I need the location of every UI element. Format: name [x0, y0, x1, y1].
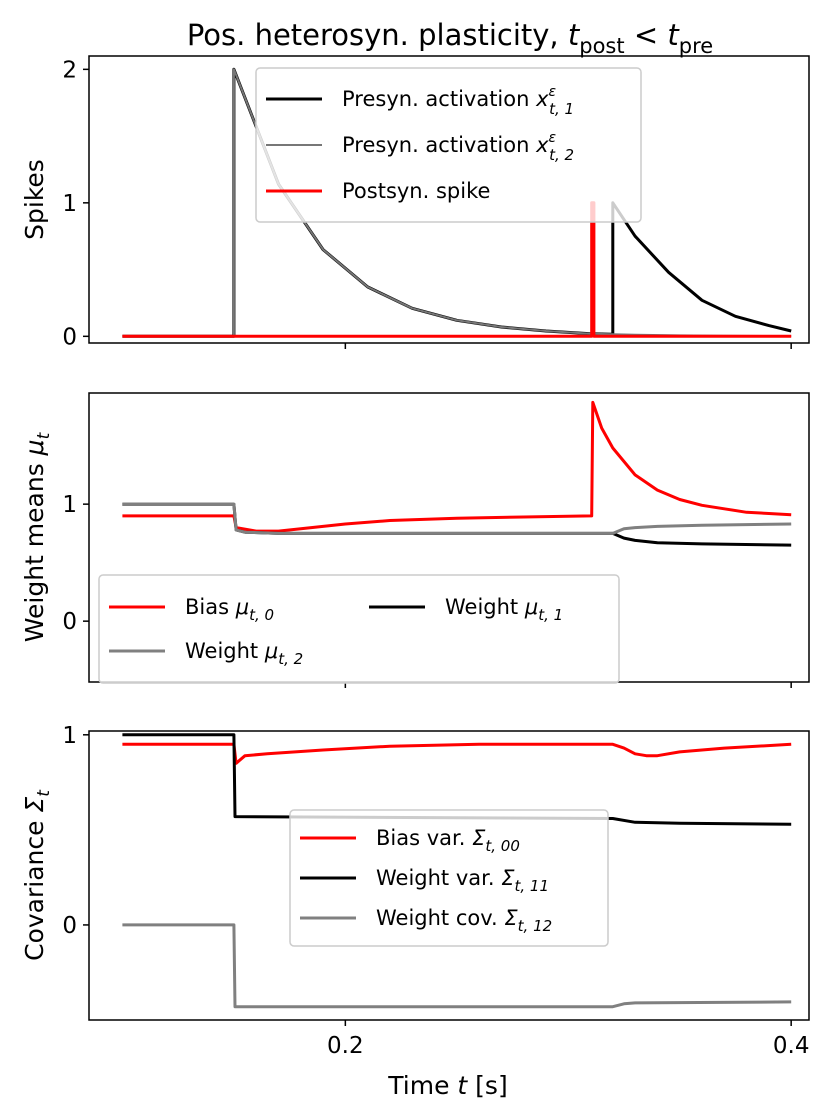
panel-covariance: 0 1 0.2 0.4 Covariance Σt Bias var. Σt, 00 Wei…: [20, 723, 810, 1059]
legend-label: Weight μt, 1: [445, 595, 563, 624]
legend-label: Presyn. activation xε t, 1: [342, 84, 574, 118]
legend-spikes: Presyn. activation xε t, 1 Presyn. activat…: [255, 67, 642, 223]
legend-label: Presyn. activation xε t, 2: [342, 130, 574, 164]
legend-item: Weight var. Σt, 11: [300, 866, 549, 895]
legend-item: Bias var. Σt, 00: [300, 826, 520, 855]
x-tick-label: 0.4: [773, 1033, 810, 1059]
legend-item: Postsyn. spike: [266, 179, 490, 203]
legend-item: Weight μt, 2: [109, 639, 303, 668]
legend-label: Weight μt, 2: [185, 639, 303, 668]
legend-covariance: Bias var. Σt, 00 Weight var. Σt, 11 Weight…: [289, 809, 609, 947]
y-axis-label: Spikes: [20, 159, 49, 240]
series-line-spikes-3: [122, 201, 792, 338]
y-tick-label: 2: [62, 57, 77, 83]
y-tick-label: 0: [62, 609, 77, 635]
series-line-covariance-2: [122, 733, 792, 826]
legend-box: [98, 574, 620, 684]
y-tick-label: 1: [62, 191, 77, 217]
legend-item: Presyn. activation xε t, 1: [266, 84, 574, 118]
y-tick-label: 0: [62, 913, 77, 939]
legend-box: [289, 809, 609, 947]
y-tick-label: 1: [62, 723, 77, 749]
legend-item: Bias μt, 0: [109, 595, 274, 624]
series-line-means-3: [122, 502, 792, 535]
y-tick-label: 0: [62, 324, 77, 350]
y-axis-label: Weight means μt: [20, 431, 54, 642]
legend-label: Weight cov. Σt, 12: [376, 906, 552, 935]
legend-item: Weight μt, 1: [369, 595, 563, 624]
legend-means: Bias μt, 0 Weight μt, 1 Weight μt, 2: [98, 574, 620, 684]
y-tick-label: 1: [62, 492, 77, 518]
panel-means: 0 1 Weight means μt Bias μt, 0 Weight μt, 1 W…: [20, 392, 810, 688]
legend-item: Weight cov. Σt, 12: [300, 906, 552, 935]
y-axis-label: Covariance Σt: [20, 789, 54, 961]
legend-label: Bias μt, 0: [185, 595, 274, 624]
legend-label: Postsyn. spike: [342, 179, 490, 203]
axes-frame: [88, 55, 810, 344]
legend-label: Weight var. Σt, 11: [376, 866, 549, 895]
legend-item: Presyn. activation xε t, 2: [266, 130, 574, 164]
series-line-covariance-3: [122, 923, 792, 1009]
chart-title: Pos. heterosyn. plasticity, tpost < tpre: [187, 18, 713, 58]
legend-label: Bias var. Σt, 00: [376, 826, 520, 855]
x-tick-label: 0.2: [327, 1033, 364, 1059]
series-line-covariance-1: [122, 742, 792, 765]
series-line-means-1: [122, 400, 792, 533]
legend-box: [255, 67, 642, 223]
axes-frame: [88, 730, 810, 1021]
x-axis-label: Time t [s]: [387, 1071, 507, 1100]
